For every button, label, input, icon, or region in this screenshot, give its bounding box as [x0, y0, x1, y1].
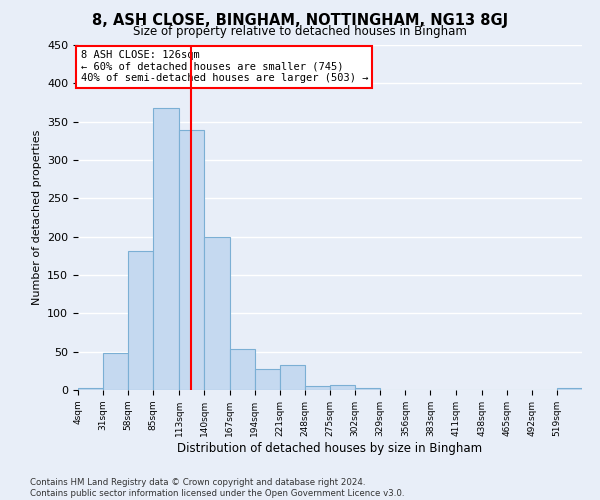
Bar — [128, 251, 154, 390]
X-axis label: Distribution of detached houses by size in Bingham: Distribution of detached houses by size … — [178, 442, 482, 454]
Bar — [230, 348, 254, 390]
Bar — [305, 386, 330, 390]
Text: 8, ASH CLOSE, BINGHAM, NOTTINGHAM, NG13 8GJ: 8, ASH CLOSE, BINGHAM, NOTTINGHAM, NG13 … — [92, 12, 508, 28]
Bar — [254, 368, 280, 390]
Bar — [557, 388, 582, 390]
Bar — [355, 388, 380, 390]
Bar — [330, 386, 355, 390]
Bar — [103, 353, 128, 390]
Bar — [179, 130, 205, 390]
Text: 8 ASH CLOSE: 126sqm
← 60% of detached houses are smaller (745)
40% of semi-detac: 8 ASH CLOSE: 126sqm ← 60% of detached ho… — [80, 50, 368, 84]
Bar — [78, 388, 103, 390]
Bar — [154, 108, 179, 390]
Y-axis label: Number of detached properties: Number of detached properties — [32, 130, 41, 305]
Text: Contains HM Land Registry data © Crown copyright and database right 2024.
Contai: Contains HM Land Registry data © Crown c… — [30, 478, 404, 498]
Bar — [280, 364, 305, 390]
Bar — [205, 238, 230, 390]
Text: Size of property relative to detached houses in Bingham: Size of property relative to detached ho… — [133, 25, 467, 38]
